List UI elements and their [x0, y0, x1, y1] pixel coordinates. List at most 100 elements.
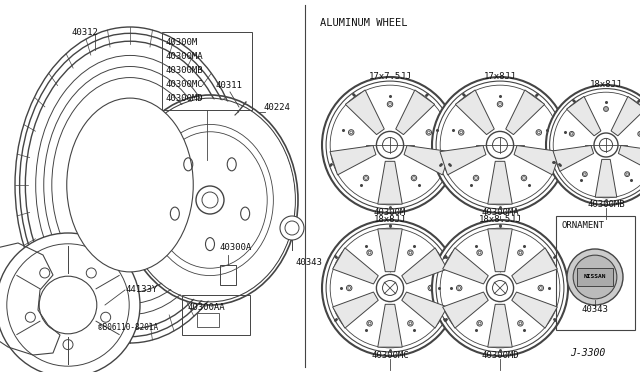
Circle shape — [497, 102, 503, 107]
Text: 44133Y: 44133Y — [125, 285, 157, 294]
Circle shape — [0, 233, 140, 372]
Circle shape — [538, 285, 543, 291]
Circle shape — [536, 130, 541, 135]
Circle shape — [367, 321, 372, 326]
Circle shape — [493, 280, 508, 295]
Circle shape — [367, 250, 372, 256]
Circle shape — [428, 285, 433, 291]
Circle shape — [600, 138, 612, 152]
Bar — [556, 216, 635, 330]
Circle shape — [376, 275, 404, 302]
Text: J-3300: J-3300 — [570, 348, 605, 358]
Circle shape — [625, 172, 630, 177]
Bar — [220, 265, 236, 285]
Polygon shape — [618, 145, 640, 171]
Ellipse shape — [125, 99, 294, 301]
Circle shape — [348, 130, 354, 135]
Circle shape — [322, 220, 458, 356]
Polygon shape — [396, 90, 435, 135]
Circle shape — [432, 220, 568, 356]
Text: 40300M: 40300M — [166, 38, 198, 47]
Bar — [197, 313, 219, 327]
Text: 40300MB: 40300MB — [166, 66, 204, 75]
Circle shape — [280, 216, 304, 240]
Circle shape — [426, 130, 431, 135]
Circle shape — [387, 102, 393, 107]
Circle shape — [474, 175, 479, 181]
Circle shape — [383, 280, 397, 295]
Text: 40224: 40224 — [264, 103, 291, 112]
Polygon shape — [512, 292, 557, 328]
Polygon shape — [378, 229, 403, 272]
Circle shape — [567, 249, 623, 305]
Circle shape — [432, 77, 568, 213]
Circle shape — [408, 321, 413, 326]
Polygon shape — [402, 292, 447, 328]
Text: NISSAN: NISSAN — [584, 275, 606, 279]
Text: 18x8JJ: 18x8JJ — [374, 215, 406, 224]
Polygon shape — [611, 96, 640, 136]
Bar — [577, 268, 613, 286]
Text: 40300A: 40300A — [220, 243, 252, 252]
Text: 40300MC: 40300MC — [371, 351, 409, 360]
Text: 40343: 40343 — [296, 258, 323, 267]
Polygon shape — [553, 145, 594, 171]
Polygon shape — [378, 161, 403, 204]
Circle shape — [582, 172, 588, 177]
Circle shape — [493, 138, 508, 153]
Polygon shape — [330, 145, 376, 175]
Polygon shape — [333, 248, 378, 284]
Bar — [162, 32, 252, 110]
Bar — [182, 295, 250, 335]
Text: 40300MA: 40300MA — [481, 208, 519, 217]
Polygon shape — [595, 159, 617, 197]
Text: 17x8JJ: 17x8JJ — [484, 72, 516, 81]
Text: 40300AA: 40300AA — [187, 303, 225, 312]
Text: 40300MA: 40300MA — [166, 52, 204, 61]
Polygon shape — [488, 229, 512, 272]
Circle shape — [486, 131, 514, 158]
Text: 17x7.5JJ: 17x7.5JJ — [369, 72, 412, 81]
Polygon shape — [440, 145, 486, 175]
Text: 18x8.5JJ: 18x8.5JJ — [479, 215, 522, 224]
Circle shape — [412, 175, 417, 181]
Text: ALUMINUM WHEEL: ALUMINUM WHEEL — [320, 18, 408, 28]
Circle shape — [322, 77, 458, 213]
Text: 40312: 40312 — [72, 28, 99, 37]
Circle shape — [364, 175, 369, 181]
Circle shape — [477, 321, 483, 326]
Polygon shape — [566, 96, 601, 136]
Polygon shape — [402, 248, 447, 284]
Circle shape — [376, 131, 404, 158]
Text: 18x8JJ: 18x8JJ — [590, 80, 622, 89]
Polygon shape — [488, 304, 512, 347]
Circle shape — [521, 175, 527, 181]
Text: 40300MC: 40300MC — [166, 80, 204, 89]
Polygon shape — [346, 90, 384, 135]
Circle shape — [518, 250, 523, 256]
Circle shape — [456, 285, 462, 291]
Polygon shape — [488, 161, 512, 204]
Circle shape — [486, 275, 514, 302]
Text: 40300MB: 40300MB — [587, 200, 625, 209]
Text: 40343: 40343 — [582, 305, 609, 314]
Polygon shape — [333, 292, 378, 328]
Circle shape — [594, 133, 618, 157]
Text: 40300MD: 40300MD — [166, 94, 204, 103]
Circle shape — [196, 186, 224, 214]
Polygon shape — [514, 145, 560, 175]
Circle shape — [458, 130, 464, 135]
Text: 40300M: 40300M — [374, 208, 406, 217]
Polygon shape — [378, 304, 403, 347]
Text: ®B06110-8201A: ®B06110-8201A — [98, 323, 158, 332]
Polygon shape — [506, 90, 545, 135]
Polygon shape — [443, 248, 488, 284]
Polygon shape — [443, 292, 488, 328]
Text: ORNAMENT: ORNAMENT — [561, 221, 604, 230]
Circle shape — [477, 250, 483, 256]
Polygon shape — [455, 90, 494, 135]
Circle shape — [39, 276, 97, 334]
Polygon shape — [404, 145, 450, 175]
Ellipse shape — [67, 98, 193, 272]
Circle shape — [638, 131, 640, 136]
